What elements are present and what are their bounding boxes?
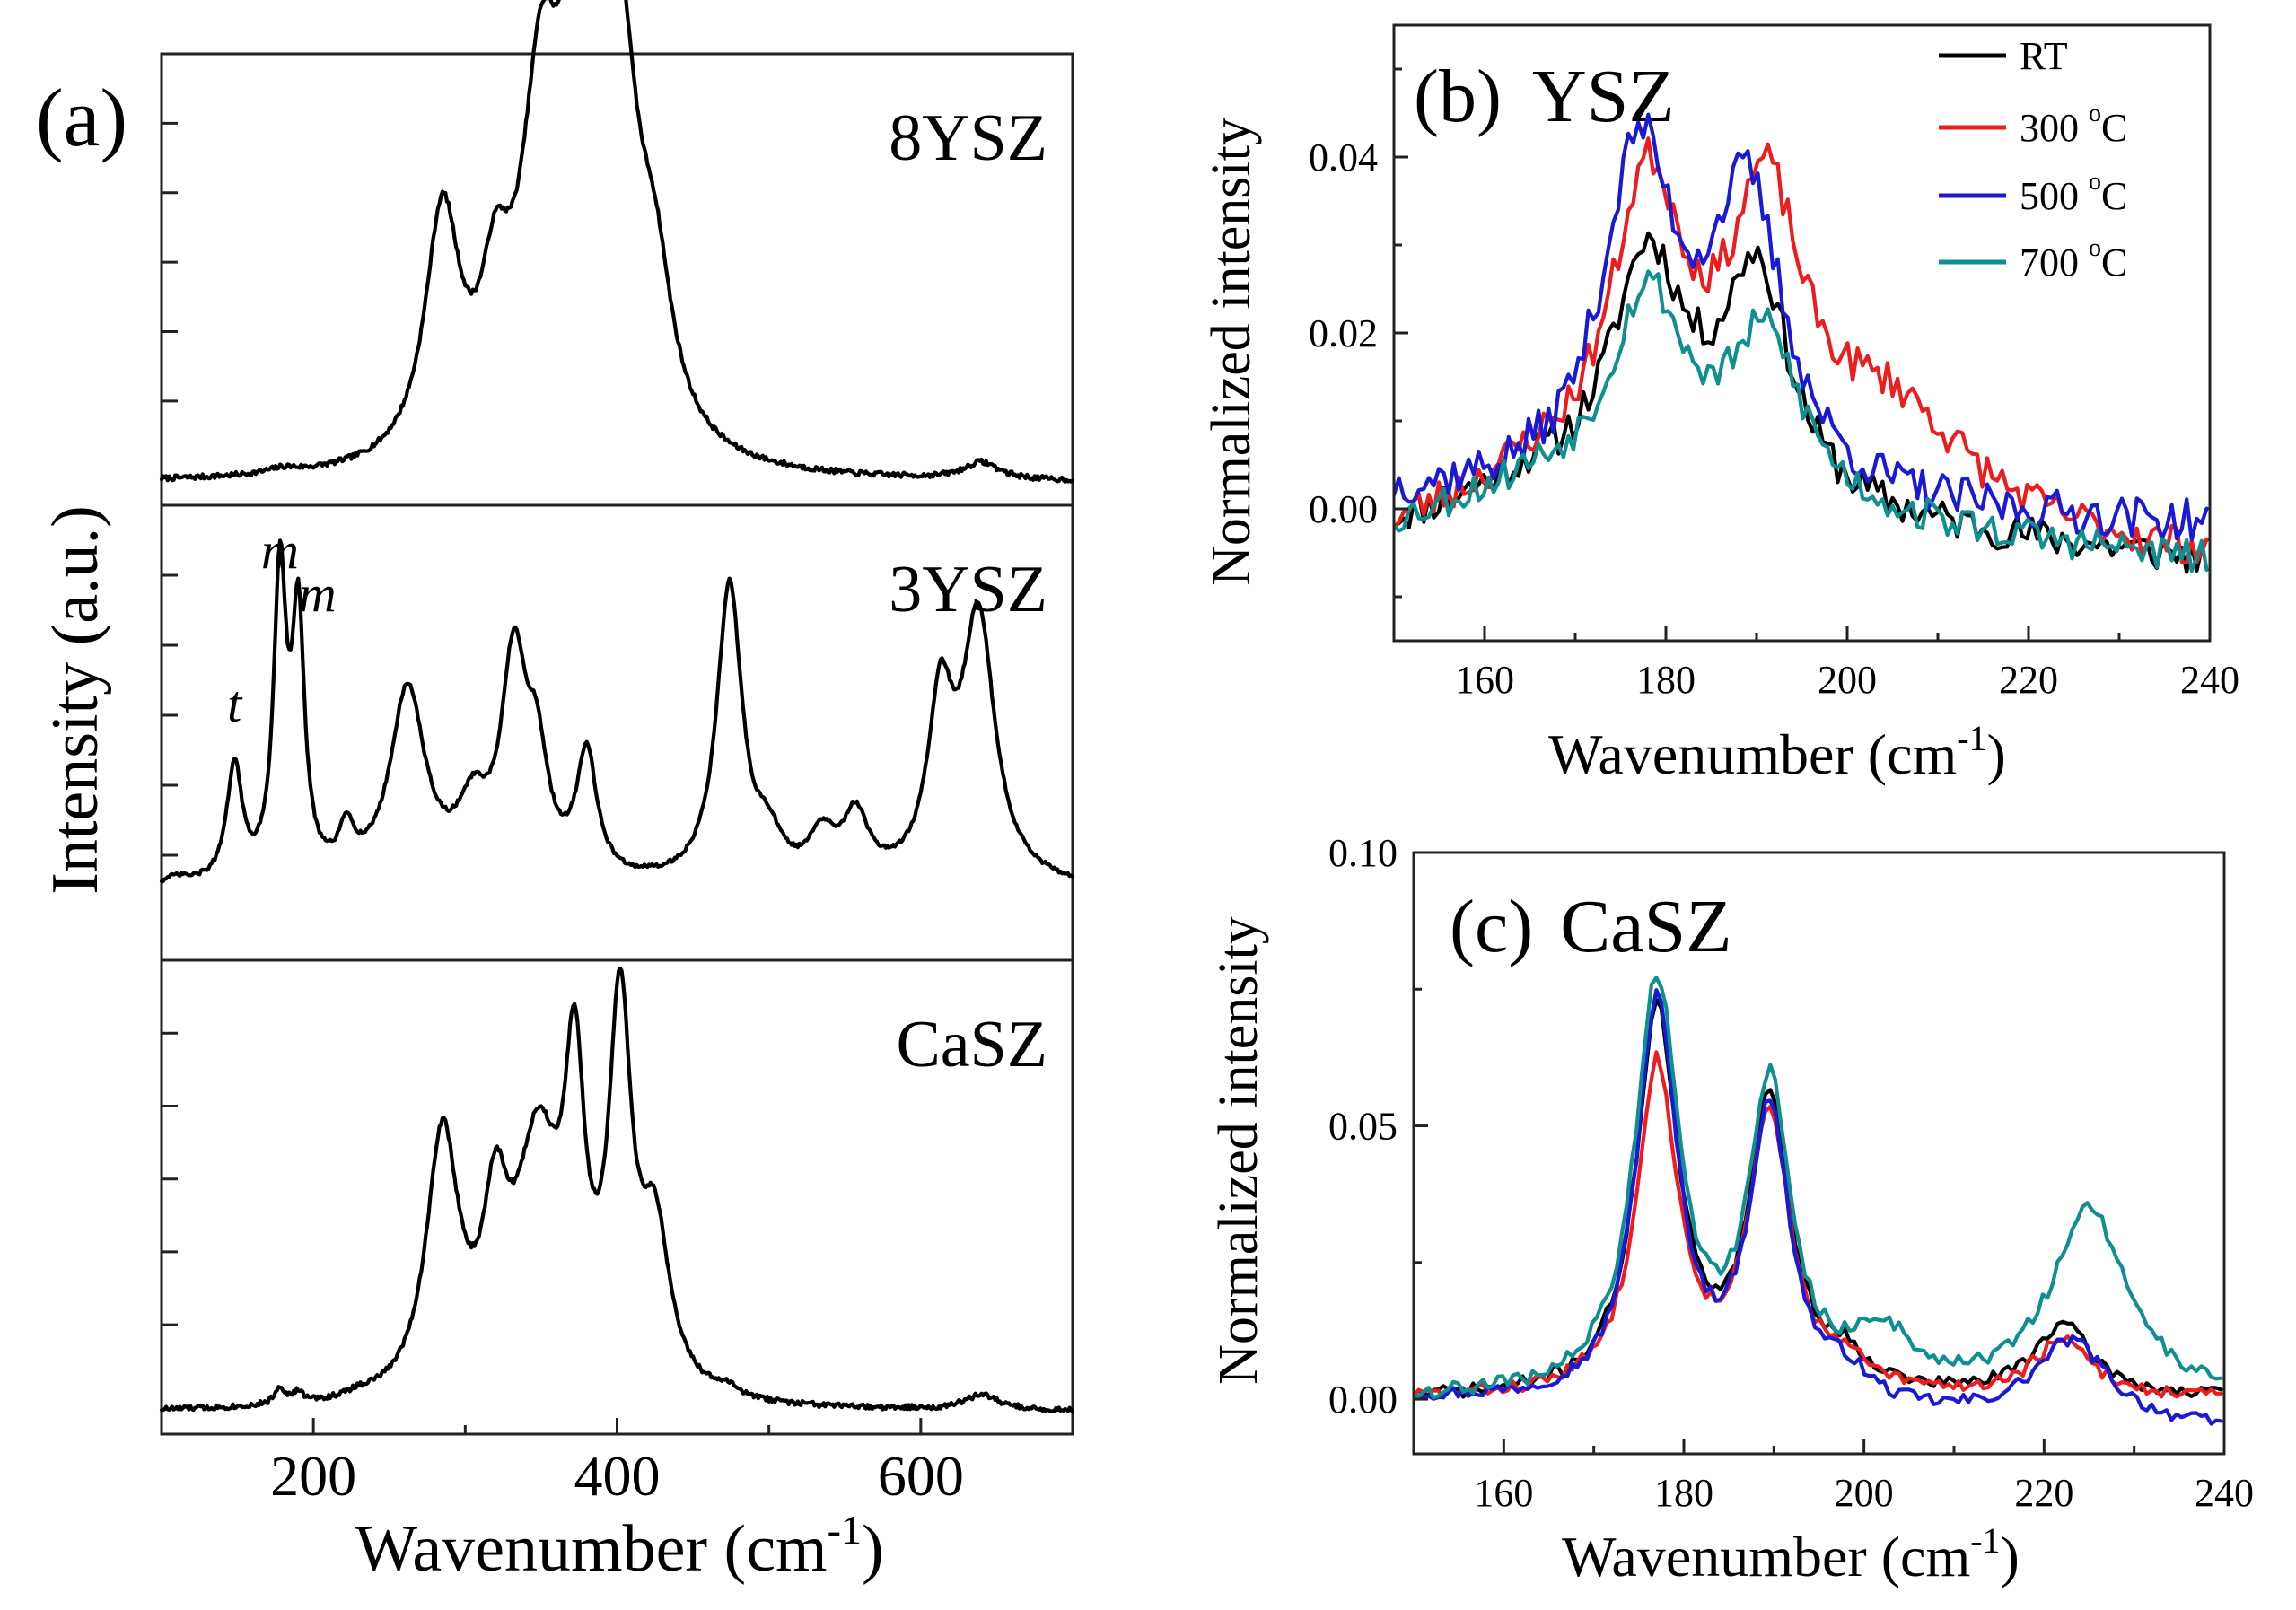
x-tick-label: 200 xyxy=(1835,1471,1894,1515)
series-300 xyxy=(1394,136,2209,564)
y-tick-label: 0.04 xyxy=(1309,136,1378,179)
panel-b-xlabel: Wavenumber (cm-1) xyxy=(1548,718,2006,786)
series-700 xyxy=(1394,269,2209,573)
panel-b-xlabel-sup: -1 xyxy=(1957,718,1986,758)
x-tick-label: 160 xyxy=(1455,658,1514,702)
x-tick-label: 220 xyxy=(1999,658,2058,702)
panel-b-title-label: YSZ xyxy=(1532,55,1675,138)
panel-a-title: (a) xyxy=(36,72,127,163)
legend-label-unit: C xyxy=(2101,174,2127,218)
x-tick-label: 400 xyxy=(574,1444,661,1508)
x-tick-label: 180 xyxy=(1654,1471,1713,1515)
panel-a: (a) Intensity (a.u.) Wavenumber (cm-1) 2… xyxy=(36,0,1075,1586)
series-500 xyxy=(1414,988,2223,1426)
subplot-label-3YSZ: 3YSZ xyxy=(889,553,1047,626)
series-500 xyxy=(1394,112,2209,542)
legend-label: 500 oC xyxy=(2020,168,2127,218)
panel-c: Normalized intensity Wavenumber (cm-1) (… xyxy=(1208,831,2254,1588)
legend-label-degree: o xyxy=(2089,100,2101,127)
panel-a-ylabel: Intensity (a.u.) xyxy=(39,505,112,895)
panel-b-ylabel: Normalized intensity xyxy=(1201,118,1262,586)
panel-c-title-letter: (c) xyxy=(1450,885,1533,968)
subplot-CaSZ: CaSZ xyxy=(159,958,1075,1436)
x-tick-label: 220 xyxy=(2014,1471,2073,1515)
panel-b-xlabel-main: Wavenumber (cm xyxy=(1548,722,1957,786)
panel-a-ticks: 200 400 600 xyxy=(160,1418,1074,1508)
series-300 xyxy=(1414,1050,2223,1400)
series-group xyxy=(1414,976,2223,1426)
panel-b-title-letter: (b) xyxy=(1414,55,1502,138)
panel-c-xlabel-close: ) xyxy=(2001,1525,2020,1588)
legend-label: 300 oC xyxy=(2020,100,2127,150)
legend-label-unit: C xyxy=(2101,241,2127,284)
panel-c-xlabel: Wavenumber (cm-1) xyxy=(1562,1520,2020,1588)
legend-label-value: 500 xyxy=(2020,174,2089,218)
panel-c-plot: 160 180 200 220 240 0.00 0.05 0.10 xyxy=(1328,831,2254,1515)
subplot-8YSZ: 8YSZ xyxy=(159,0,1075,507)
panel-c-ylabel: Normalized intensity xyxy=(1208,916,1269,1385)
legend-entry: RT xyxy=(1939,34,2068,78)
x-tick-label: 240 xyxy=(2180,658,2239,702)
panel-c-title: (c) CaSZ xyxy=(1450,885,1732,968)
legend-entry: 300 oC xyxy=(1939,100,2127,150)
panel-b-plot: 160 180 200 220 240 0.00 0.02 0.04 xyxy=(1309,23,2239,702)
legend-entry: 700 oC xyxy=(1939,234,2127,284)
legend-entry: 500 oC xyxy=(1939,168,2127,218)
series-group xyxy=(1394,112,2209,574)
legend-label: RT xyxy=(2020,34,2068,78)
series-CaSZ xyxy=(159,966,1075,1414)
panel-b-xlabel-close: ) xyxy=(1987,722,2006,786)
y-tick-label: 0.10 xyxy=(1328,831,1398,875)
y-tick-label: 0.00 xyxy=(1309,487,1378,531)
x-tick-label: 240 xyxy=(2195,1471,2254,1515)
panel-b: Normalized intensity Wavenumber (cm-1) (… xyxy=(1201,23,2239,786)
subplot-frame xyxy=(160,958,1074,1436)
legend-label-degree: o xyxy=(2089,168,2101,196)
x-tick-label: 160 xyxy=(1474,1471,1533,1515)
legend-label-unit: C xyxy=(2101,106,2127,150)
panel-c-xlabel-sup: -1 xyxy=(1970,1520,2000,1561)
series-8YSZ xyxy=(159,0,1075,484)
panel-a-xlabel-close: ) xyxy=(862,1512,884,1586)
subplot-label-8YSZ: 8YSZ xyxy=(889,101,1047,175)
x-tick-label: 600 xyxy=(878,1444,964,1508)
legend-label-value: 300 xyxy=(2020,106,2089,150)
panel-a-xlabel-sup: -1 xyxy=(828,1507,862,1553)
y-tick-label: 0.05 xyxy=(1328,1105,1398,1149)
panel-b-title: (b) YSZ xyxy=(1414,55,1675,138)
y-tick-label: 0.02 xyxy=(1309,311,1378,355)
legend-label-value: 700 xyxy=(2020,241,2089,284)
panel-a-xlabel-main: Wavenumber (cm xyxy=(355,1512,827,1586)
peak-annotation: m xyxy=(261,521,299,580)
peak-annotation: t xyxy=(227,675,243,733)
legend-label-value: RT xyxy=(2020,34,2068,78)
y-tick-label: 0.00 xyxy=(1328,1378,1398,1422)
panel-a-xlabel: Wavenumber (cm-1) xyxy=(355,1507,883,1586)
panel-c-title-label: CaSZ xyxy=(1560,885,1731,968)
peak-annotation: m xyxy=(299,564,337,623)
series-700 xyxy=(1414,976,2223,1400)
plot-frame xyxy=(1412,851,2226,1456)
legend-label-degree: o xyxy=(2089,234,2101,262)
x-tick-label: 200 xyxy=(1818,658,1877,702)
x-tick-label: 180 xyxy=(1636,658,1696,702)
x-tick-label: 200 xyxy=(270,1444,356,1508)
subplot-label-CaSZ: CaSZ xyxy=(896,1008,1047,1081)
panel-c-xlabel-main: Wavenumber (cm xyxy=(1562,1525,1970,1588)
legend-label: 700 oC xyxy=(2020,234,2127,284)
series-RT xyxy=(1414,997,2223,1399)
series-3YSZ xyxy=(159,538,1075,884)
